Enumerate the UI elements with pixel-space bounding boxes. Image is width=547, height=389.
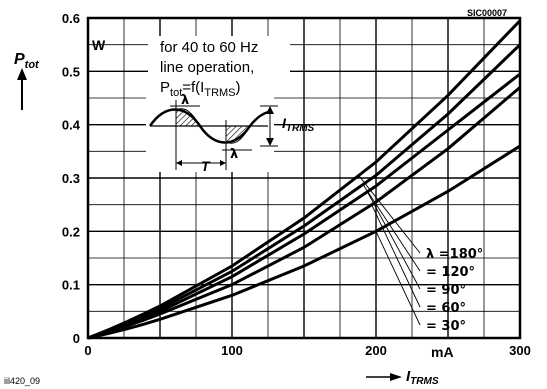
y-tick-label: 0.4 [62,118,81,133]
x-tick-label: 0 [84,343,91,358]
annotation-line-1: for 40 to 60 Hz [160,39,258,56]
legend-label-2: = 90° [426,283,466,298]
inset-sine-wave [148,108,269,144]
legend-leaders [358,175,421,326]
chart-code: SIC00007 [467,8,507,18]
x-axis-symbol: I [406,368,411,385]
y-tick-label: 0.2 [62,224,80,239]
legend-leader-4 [375,231,421,326]
series-curve-3 [87,86,521,340]
inset-lambda-top: λ [181,93,189,108]
x-axis-subscript: TRMS [410,376,439,387]
inset-lambda-bottom: λ [230,147,238,162]
legend-label-0: λ =180° [426,247,483,262]
y-axis-label: Ptot [14,51,40,71]
x-tick-label: 200 [365,343,387,358]
inset-period-label: T [201,158,211,174]
waveform-inset: λ λ T [146,93,278,174]
series-curve-4 [87,144,521,340]
y-axis-unit: W [92,37,106,53]
series-curve-2 [87,72,521,340]
footer-code: iil420_09 [4,376,40,386]
plot-border [86,16,522,340]
legend-label-4: = 30° [426,319,466,334]
legend-leader-2 [366,191,421,290]
y-tick-label: 0.6 [62,11,80,26]
series-curve-1 [87,43,522,340]
legend-leader-3 [371,204,421,308]
series-curve-0 [87,19,522,340]
y-axis-symbol: P [14,51,25,68]
x-axis-arrowhead [390,373,402,381]
x-tick-label: 100 [221,343,243,358]
legend-leader-0 [358,175,421,254]
annotation-line-2: line operation, [160,59,254,76]
legend-leader-1 [362,184,421,272]
y-tick-label: 0.3 [62,171,80,186]
x-tick-label: 300 [509,343,531,358]
x-axis-label: ITRMS [406,368,439,387]
legend-label-3: = 60° [426,301,466,316]
series-curves [87,19,522,340]
inset-current-label: ITRMS [282,115,315,134]
y-tick-label: 0.5 [62,64,80,79]
plot-frame [86,16,522,340]
y-axis-arrowhead [17,68,27,80]
y-axis-subscript: tot [25,59,40,71]
legend-label-1: = 120° [426,265,475,280]
legend: λ =180° = 120° = 90° = 60° = 30° [426,247,483,334]
y-tick-label: 0.1 [62,278,80,293]
tick-labels: 0 100 200 300 0 0.1 0.2 0.3 0.4 0.5 0.6 [62,11,531,358]
x-axis-unit: mA [431,344,454,360]
annotation-box: for 40 to 60 Hz line operation, Ptot=f(I… [148,36,290,99]
y-tick-label: 0 [73,331,80,346]
